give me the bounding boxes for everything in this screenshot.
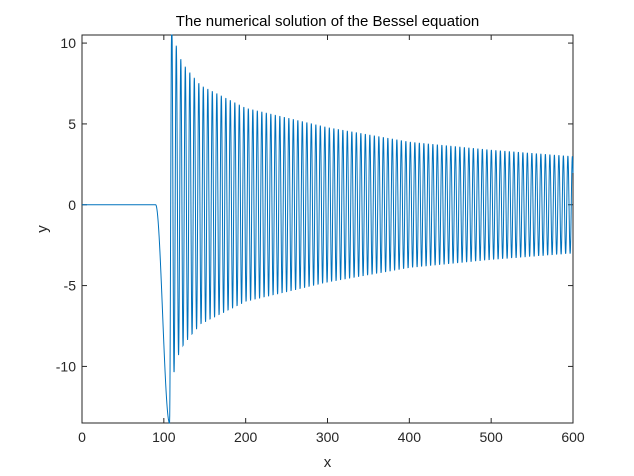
- y-tick-label: -5: [64, 278, 77, 294]
- y-tick-label: -10: [56, 358, 76, 374]
- series-line: [82, 34, 574, 424]
- y-tick-label: 10: [60, 35, 76, 51]
- y-axis-label: y: [34, 225, 51, 233]
- y-tick-label: 5: [68, 116, 76, 132]
- chart-title: The numerical solution of the Bessel equ…: [176, 13, 480, 30]
- x-tick-label: 200: [234, 429, 258, 445]
- x-axis-ticks: 0 100 200 300 400 500 600: [78, 35, 585, 445]
- x-tick-label: 600: [561, 429, 585, 445]
- y-tick-label: 0: [68, 197, 76, 213]
- plot-area: 0 100 200 300 400 500 600 -10 -5 0 5 10: [56, 34, 585, 445]
- x-tick-label: 0: [78, 429, 86, 445]
- x-tick-label: 400: [398, 429, 422, 445]
- x-tick-label: 100: [152, 429, 176, 445]
- x-tick-label: 300: [316, 429, 340, 445]
- x-tick-label: 500: [479, 429, 503, 445]
- x-axis-label: x: [324, 454, 332, 471]
